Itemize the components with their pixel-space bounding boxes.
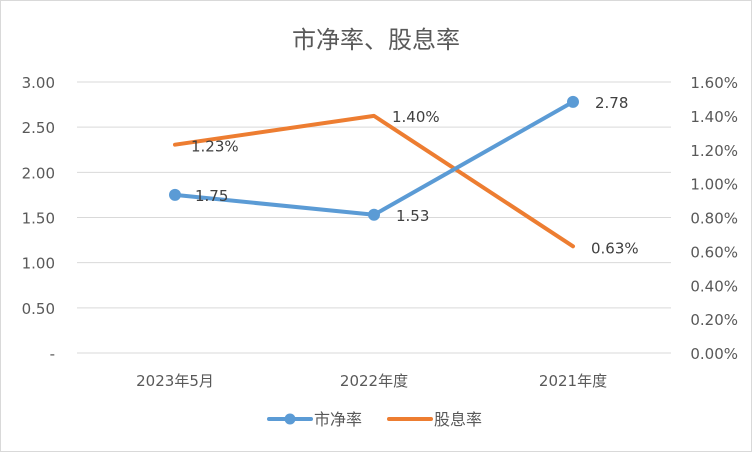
data-labels: 1.75 1.53 2.78 1.23% 1.40% 0.63% xyxy=(191,94,639,257)
right-axis-ticks: 0.00% 0.20% 0.40% 0.60% 0.80% 1.00% 1.20% 1.40%… xyxy=(690,74,738,363)
right-tick-label: 1.40% xyxy=(690,108,738,126)
left-tick-label: 1.50 xyxy=(22,210,55,228)
series-line-股息率 xyxy=(173,113,575,249)
data-label: 1.75 xyxy=(195,187,228,205)
legend-marker xyxy=(284,413,296,425)
x-tick-label: 2021年度 xyxy=(539,372,607,390)
right-tick-label: 0.60% xyxy=(690,243,738,261)
right-tick-label: 0.20% xyxy=(690,311,738,329)
data-label: 2.78 xyxy=(595,94,628,112)
x-tick-label: 2023年5月 xyxy=(136,372,214,390)
data-point xyxy=(368,208,380,221)
legend-label: 股息率 xyxy=(434,410,482,429)
left-tick-label: 2.50 xyxy=(22,119,55,137)
left-tick-label: 2.00 xyxy=(22,164,55,182)
legend-item: 股息率 xyxy=(387,410,482,429)
series-line-市净率 xyxy=(173,99,575,217)
right-tick-label: 1.60% xyxy=(690,74,738,92)
right-tick-label: 0.40% xyxy=(690,277,738,295)
series-layer xyxy=(169,95,579,249)
left-axis-ticks: - 0.50 1.00 1.50 2.00 2.50 3.00 xyxy=(22,74,55,363)
data-label: 1.23% xyxy=(191,138,239,156)
data-label: 1.53 xyxy=(396,207,429,225)
right-tick-label: 1.20% xyxy=(690,142,738,160)
legend: 市净率 股息率 xyxy=(267,410,482,429)
right-tick-label: 0.00% xyxy=(690,345,738,363)
left-tick-label: 0.50 xyxy=(22,300,55,318)
x-axis-ticks: 2023年5月 2022年度 2021年度 xyxy=(136,372,607,390)
data-label: 1.40% xyxy=(392,108,440,126)
left-tick-label: 3.00 xyxy=(22,74,55,92)
data-label: 0.63% xyxy=(591,239,639,257)
legend-label: 市净率 xyxy=(314,410,362,429)
left-tick-label: 1.00 xyxy=(22,255,55,273)
chart-title: 市净率、股息率 xyxy=(292,26,460,54)
data-point xyxy=(169,188,181,201)
x-tick-label: 2022年度 xyxy=(340,372,408,390)
data-point xyxy=(567,95,579,108)
right-tick-label: 0.80% xyxy=(690,210,738,228)
legend-item: 市净率 xyxy=(267,410,362,429)
left-tick-label: - xyxy=(50,345,55,363)
grid-lines xyxy=(77,81,671,354)
right-tick-label: 1.00% xyxy=(690,176,738,194)
